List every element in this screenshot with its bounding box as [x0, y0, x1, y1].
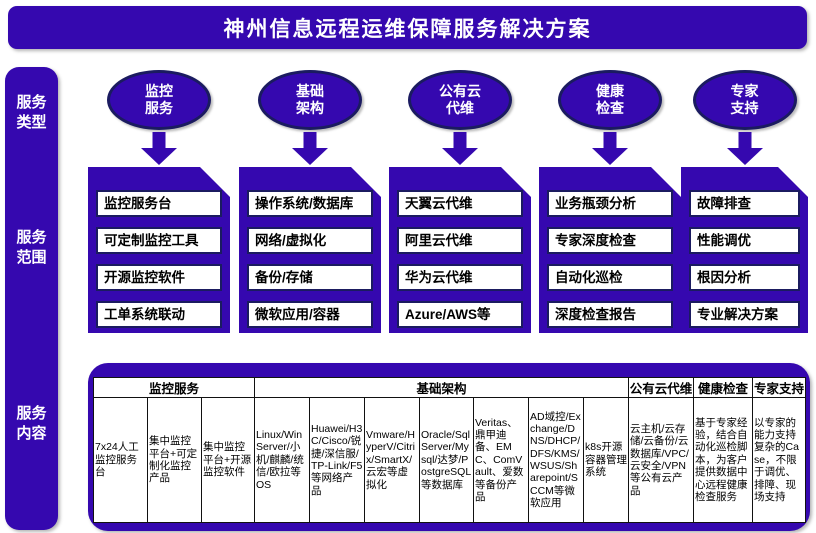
column-health-check: 健康 检查 业务瓶颈分析 专家深度检查 自动化巡检 深度检查报告 [539, 68, 681, 334]
scope-container: 故障排查 性能调优 根因分析 专业解决方案 [681, 167, 808, 333]
table-cell: 以专家的能力支持复杂的Case，不限于调优、排障、现场支持 [752, 397, 806, 523]
service-type-label: 监控 服务 [145, 82, 173, 117]
row-labels-bar: 服务 类型 服务 范围 服务 内容 [5, 67, 58, 530]
table-cell: Oracle/SqlServer/Mysql/达梦/PostgreSQL等数据库 [419, 397, 474, 523]
scope-container: 监控服务台 可定制监控工具 开源监控软件 工单系统联动 [88, 167, 230, 333]
service-type-ellipse: 基础 架构 [258, 70, 362, 130]
table-cell: 集中监控平台+开源监控软件 [201, 397, 255, 523]
row-label-service-scope: 服务 范围 [16, 229, 47, 266]
scope-item: Azure/AWS等 [397, 301, 523, 328]
scope-item: 阿里云代维 [397, 227, 523, 254]
service-type-label: 公有云 代维 [439, 82, 481, 117]
row-label-service-content: 服务 内容 [16, 405, 47, 442]
header-health-check: 健康检查 [693, 377, 753, 398]
title-bar: 神州信息远程运维保障服务解决方案 [8, 6, 807, 49]
table-header-row: 监控服务 基础架构 公有云代维 健康检查 专家支持 [93, 377, 806, 398]
table-cell: 云主机/云存储/云备份/云数据库/VPC/云安全/VPN等公有云产品 [628, 397, 694, 523]
header-expert-support: 专家支持 [752, 377, 806, 398]
down-arrow-icon [141, 132, 177, 165]
down-arrow-icon [292, 132, 328, 165]
table-cell: Vmware/HyperV/Citrix/SmartX/云宏等虚拟化 [364, 397, 420, 523]
scope-container: 业务瓶颈分析 专家深度检查 自动化巡检 深度检查报告 [539, 167, 681, 333]
header-infrastructure: 基础架构 [254, 377, 629, 398]
down-arrow-icon [442, 132, 478, 165]
scope-item: 备份/存储 [247, 264, 373, 291]
scope-item: 性能调优 [689, 227, 800, 254]
scope-item: 操作系统/数据库 [247, 190, 373, 217]
scope-item: 专家深度检查 [547, 227, 673, 254]
scope-item: 专业解决方案 [689, 301, 800, 328]
header-monitoring: 监控服务 [93, 377, 255, 398]
scope-item: 自动化巡检 [547, 264, 673, 291]
table-cell: Linux/WinServer/小机/麒麟/统信/欧拉等OS [254, 397, 310, 523]
service-type-label: 专家 支持 [730, 82, 759, 117]
table-cell: Veritas、鼎甲迪备、EMC、ComVault、爱数等备份产品 [473, 397, 529, 523]
header-public-cloud: 公有云代维 [628, 377, 694, 398]
service-content-table: 监控服务 基础架构 公有云代维 健康检查 专家支持 7x24人工监控服务台 集中… [93, 377, 806, 523]
scope-item: 网络/虚拟化 [247, 227, 373, 254]
table-body-row: 7x24人工监控服务台 集中监控平台+可定制化监控产品 集中监控平台+开源监控软… [93, 397, 806, 523]
table-cell: 基于专家经验，结合自动化巡检脚本，为客户提供数据中心远程健康检查服务 [693, 397, 753, 523]
scope-item: 微软应用/容器 [247, 301, 373, 328]
service-type-label: 健康 检查 [596, 82, 624, 117]
column-expert-support: 专家 支持 故障排查 性能调优 根因分析 专业解决方案 [681, 68, 808, 334]
down-arrow-icon [726, 132, 763, 165]
scope-container: 天翼云代维 阿里云代维 华为云代维 Azure/AWS等 [389, 167, 531, 333]
scope-item: 工单系统联动 [96, 301, 222, 328]
table-cell: 7x24人工监控服务台 [93, 397, 148, 523]
scope-item: 可定制监控工具 [96, 227, 222, 254]
scope-item: 监控服务台 [96, 190, 222, 217]
scope-item: 天翼云代维 [397, 190, 523, 217]
table-cell: Huawei/H3C/Cisco/锐捷/深信服/TP-Link/F5等网络产品 [309, 397, 365, 523]
page-title: 神州信息远程运维保障服务解决方案 [223, 17, 592, 41]
down-arrow-icon [592, 132, 628, 165]
scope-container: 操作系统/数据库 网络/虚拟化 备份/存储 微软应用/容器 [239, 167, 381, 333]
service-type-ellipse: 监控 服务 [107, 70, 211, 130]
column-monitoring-service: 监控 服务 监控服务台 可定制监控工具 开源监控软件 工单系统联动 [88, 68, 230, 334]
service-content-panel: 监控服务 基础架构 公有云代维 健康检查 专家支持 7x24人工监控服务台 集中… [88, 363, 810, 531]
scope-item: 根因分析 [689, 264, 800, 291]
scope-item: 深度检查报告 [547, 301, 673, 328]
service-type-ellipse: 专家 支持 [692, 70, 797, 130]
column-public-cloud: 公有云 代维 天翼云代维 阿里云代维 华为云代维 Azure/AWS等 [389, 68, 531, 334]
row-label-service-type: 服务 类型 [16, 94, 47, 131]
scope-item: 业务瓶颈分析 [547, 190, 673, 217]
table-cell: k8s开源容器管理系统 [583, 397, 629, 523]
service-type-label: 基础 架构 [296, 82, 324, 117]
service-type-ellipse: 健康 检查 [558, 70, 662, 130]
table-cell: 集中监控平台+可定制化监控产品 [147, 397, 202, 523]
table-cell: AD域控/Exchange/DNS/DHCP/DFS/KMS/WSUS/Shar… [528, 397, 584, 523]
column-infrastructure: 基础 架构 操作系统/数据库 网络/虚拟化 备份/存储 微软应用/容器 [239, 68, 381, 334]
scope-item: 开源监控软件 [96, 264, 222, 291]
scope-item: 华为云代维 [397, 264, 523, 291]
service-type-ellipse: 公有云 代维 [408, 70, 512, 130]
scope-item: 故障排查 [689, 190, 800, 217]
